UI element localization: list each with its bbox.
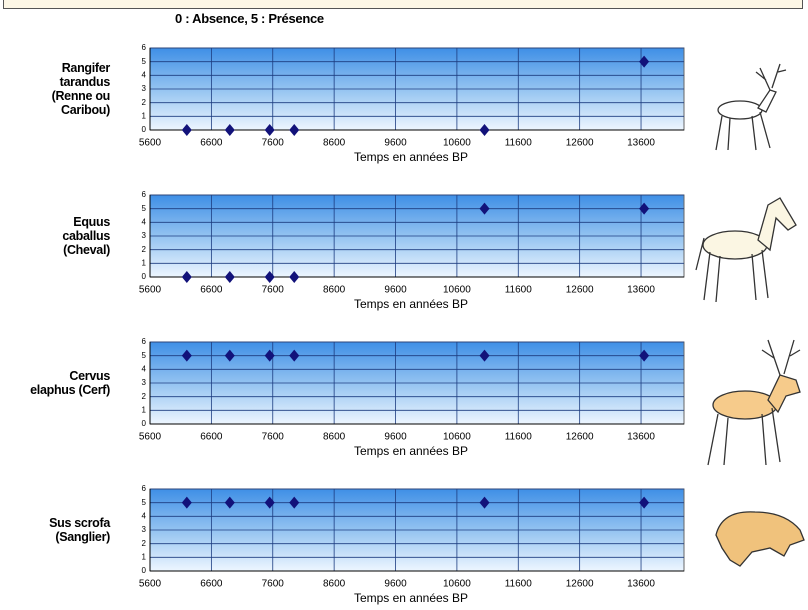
species-label: Equus caballus (Cheval): [0, 215, 110, 257]
x-tick-label: 13600: [627, 579, 655, 590]
x-tick-label: 13600: [627, 432, 655, 443]
x-axis-title: Temps en années BP: [354, 591, 468, 605]
animal-deer: [708, 340, 800, 465]
y-tick-label: 4: [142, 364, 147, 373]
x-tick-label: 13600: [627, 138, 655, 149]
y-tick-label: 5: [142, 57, 147, 66]
x-tick-label: 8600: [323, 285, 346, 296]
y-tick-label: 4: [142, 511, 147, 520]
y-tick-label: 6: [142, 337, 147, 346]
y-tick-label: 5: [142, 351, 147, 360]
y-tick-label: 3: [142, 525, 147, 534]
y-tick-label: 4: [142, 70, 147, 79]
species-label: Rangifer tarandus (Renne ou Caribou): [0, 61, 110, 117]
y-tick-label: 1: [142, 111, 147, 120]
charts: 0123456560066007600860096001060011600126…: [0, 0, 808, 610]
y-tick-label: 1: [142, 552, 147, 561]
y-tick-label: 2: [142, 245, 147, 254]
x-tick-label: 7600: [262, 138, 285, 149]
x-tick-label: 10600: [443, 579, 471, 590]
y-tick-label: 4: [142, 217, 147, 226]
x-tick-label: 6600: [200, 432, 223, 443]
x-tick-label: 11600: [505, 285, 533, 296]
y-tick-label: 2: [142, 98, 147, 107]
x-axis-title: Temps en années BP: [354, 444, 468, 458]
y-tick-label: 3: [142, 231, 147, 240]
x-tick-label: 7600: [262, 579, 285, 590]
y-tick-label: 6: [142, 190, 147, 199]
x-tick-label: 7600: [262, 285, 285, 296]
y-tick-label: 6: [142, 484, 147, 493]
x-tick-label: 12600: [566, 138, 594, 149]
animal-boar: [716, 512, 804, 566]
x-tick-label: 11600: [505, 579, 533, 590]
y-tick-label: 2: [142, 392, 147, 401]
y-tick-label: 6: [142, 43, 147, 52]
animal-reindeer: [716, 64, 786, 150]
x-tick-label: 5600: [139, 285, 162, 296]
x-tick-label: 13600: [627, 285, 655, 296]
x-axis-title: Temps en années BP: [354, 150, 468, 164]
x-tick-label: 9600: [384, 432, 407, 443]
x-tick-label: 5600: [139, 432, 162, 443]
x-tick-label: 12600: [566, 285, 594, 296]
x-tick-label: 8600: [323, 432, 346, 443]
x-tick-label: 8600: [323, 138, 346, 149]
x-tick-label: 5600: [139, 138, 162, 149]
y-tick-label: 0: [142, 419, 147, 428]
x-tick-label: 6600: [200, 138, 223, 149]
y-tick-label: 0: [142, 125, 147, 134]
x-axis-title: Temps en années BP: [354, 297, 468, 311]
y-tick-label: 1: [142, 258, 147, 267]
page: 0 : Absence, 5 : Présence 01234565600660…: [0, 0, 808, 610]
x-tick-label: 10600: [443, 285, 471, 296]
y-tick-label: 0: [142, 566, 147, 575]
x-tick-label: 11600: [505, 432, 533, 443]
x-tick-label: 12600: [566, 579, 594, 590]
x-tick-label: 9600: [384, 579, 407, 590]
x-tick-label: 7600: [262, 432, 285, 443]
species-label: Cervus elaphus (Cerf): [0, 369, 110, 397]
x-tick-label: 12600: [566, 432, 594, 443]
x-tick-label: 10600: [443, 432, 471, 443]
y-tick-label: 5: [142, 204, 147, 213]
y-tick-label: 3: [142, 378, 147, 387]
y-tick-label: 0: [142, 272, 147, 281]
x-tick-label: 5600: [139, 579, 162, 590]
y-tick-label: 3: [142, 84, 147, 93]
y-tick-label: 1: [142, 405, 147, 414]
species-label: Sus scrofa (Sanglier): [0, 516, 110, 544]
x-tick-label: 9600: [384, 285, 407, 296]
x-tick-label: 6600: [200, 285, 223, 296]
y-tick-label: 2: [142, 539, 147, 548]
x-tick-label: 11600: [505, 138, 533, 149]
animal-horse: [696, 198, 796, 302]
x-tick-label: 10600: [443, 138, 471, 149]
y-tick-label: 5: [142, 498, 147, 507]
x-tick-label: 8600: [323, 579, 346, 590]
x-tick-label: 6600: [200, 579, 223, 590]
x-tick-label: 9600: [384, 138, 407, 149]
